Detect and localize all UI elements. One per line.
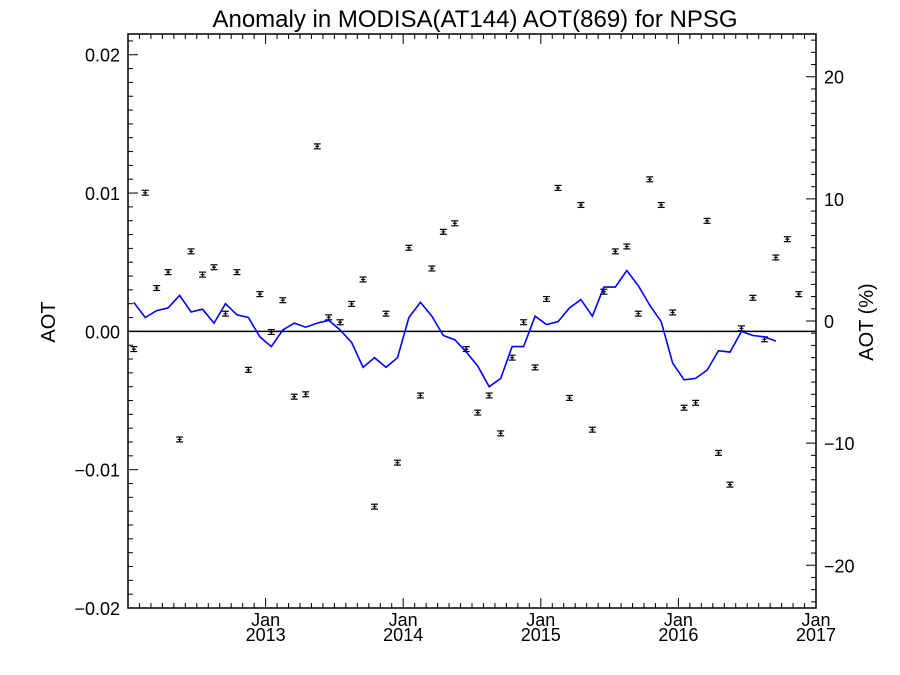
data-point — [199, 271, 207, 278]
data-point — [646, 176, 654, 183]
data-point — [382, 310, 390, 317]
data-point — [543, 295, 551, 303]
y-left-tick-label: −0.01 — [74, 461, 120, 481]
x-tick-label-month: Jan — [251, 610, 280, 630]
y-right-tick-label: 0 — [824, 312, 834, 332]
x-tick-label-year: 2015 — [521, 625, 561, 645]
x-tick-label-year: 2017 — [796, 625, 836, 645]
data-point — [256, 291, 264, 298]
data-point — [795, 291, 803, 298]
data-point — [290, 393, 298, 400]
data-point — [554, 184, 562, 191]
data-point — [680, 404, 688, 411]
x-tick-label-year: 2013 — [246, 625, 286, 645]
data-point — [520, 319, 528, 326]
data-point — [531, 364, 539, 371]
y-right-tick-label: −20 — [824, 556, 855, 576]
data-point — [611, 248, 619, 255]
data-point — [428, 265, 436, 272]
y-axis-label-left: AOT — [38, 301, 60, 342]
data-point — [634, 310, 642, 317]
y-right-tick-label: 10 — [824, 190, 844, 210]
chart-title: Anomaly in MODISA(AT144) AOT(869) for NP… — [212, 6, 737, 33]
data-point — [565, 394, 573, 401]
x-tick-label-year: 2016 — [658, 625, 698, 645]
plot-frame — [127, 33, 817, 609]
data-point — [325, 314, 333, 321]
data-point — [508, 354, 516, 361]
x-tick-label-year: 2014 — [383, 625, 423, 645]
y-left-tick-label: 0.01 — [85, 184, 120, 204]
y-left-tick-label: −0.02 — [74, 599, 120, 619]
data-point — [359, 276, 367, 283]
plot-area — [128, 143, 816, 510]
data-point — [416, 392, 424, 399]
data-point — [130, 346, 138, 353]
data-point — [302, 391, 310, 398]
data-point — [233, 269, 241, 276]
aot-anomaly-line — [133, 269, 777, 388]
x-tick-label-month: Jan — [389, 610, 418, 630]
y-left-tick-label: 0.02 — [85, 46, 120, 66]
data-point — [623, 243, 631, 250]
data-point — [405, 244, 413, 251]
data-point — [485, 392, 493, 399]
data-point — [164, 269, 172, 276]
data-point — [669, 309, 677, 316]
y-axis-label-right: AOT (%) — [856, 283, 878, 360]
y-left-tick-label: 0.00 — [85, 322, 120, 342]
y-right-tick-label: 20 — [824, 68, 844, 88]
data-point — [577, 201, 585, 209]
data-point — [715, 449, 723, 456]
data-point — [348, 300, 356, 307]
x-tick-label-month: Jan — [526, 610, 555, 630]
data-point — [474, 409, 482, 416]
data-point — [439, 228, 447, 235]
data-point — [749, 294, 757, 301]
data-point — [244, 366, 252, 373]
data-point — [176, 436, 184, 443]
data-point — [336, 319, 344, 326]
data-point — [726, 481, 734, 488]
y-right-tick-label: −10 — [824, 434, 855, 454]
data-point — [451, 220, 459, 227]
data-point — [141, 189, 149, 196]
data-point — [371, 503, 379, 510]
data-point — [657, 201, 665, 209]
data-point — [221, 310, 229, 317]
data-point — [279, 297, 287, 304]
data-point — [783, 236, 791, 243]
data-point — [313, 143, 321, 150]
data-point — [210, 264, 218, 271]
data-point — [772, 254, 780, 261]
data-point — [497, 430, 505, 437]
data-point — [187, 248, 195, 255]
data-point — [393, 459, 401, 466]
data-point — [153, 284, 161, 292]
x-tick-label-month: Jan — [801, 610, 830, 630]
data-point — [692, 399, 700, 406]
x-tick-label-month: Jan — [664, 610, 693, 630]
data-point — [703, 217, 711, 224]
data-point — [267, 328, 275, 336]
data-point — [588, 426, 596, 433]
data-point — [737, 325, 745, 332]
axis-ticks: Jan2013Jan2014Jan2015Jan2016Jan2017−0.02… — [74, 34, 855, 645]
